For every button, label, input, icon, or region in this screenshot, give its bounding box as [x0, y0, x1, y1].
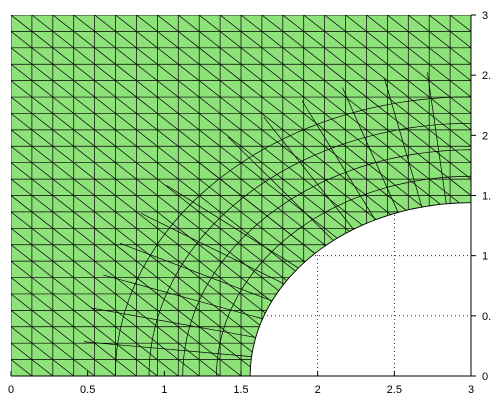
y-tick-label: 0: [482, 371, 488, 383]
mesh-edge: [11, 15, 95, 376]
mesh-edge: [11, 15, 221, 376]
mesh-edge: [94, 15, 471, 376]
mesh-edge: [11, 15, 158, 376]
mesh-edge: [91, 307, 256, 338]
mesh-edge: [103, 274, 263, 320]
y-axis-ticks: 0 0. 1 1. 2 2. 3: [471, 10, 491, 383]
mesh-edge: [182, 149, 471, 376]
mesh-edge: [141, 213, 285, 285]
y-tick-label: 2.: [482, 70, 491, 82]
mesh-edge: [115, 15, 471, 376]
mesh-edge: [114, 96, 471, 376]
mesh-edge: [227, 136, 334, 241]
y-tick-label: 1: [482, 251, 488, 263]
mesh-edge: [83, 341, 252, 357]
mesh-edge: [11, 15, 263, 376]
mesh-edge: [157, 15, 471, 376]
hole-boundary: [249, 202, 472, 377]
mesh-edge: [219, 15, 471, 376]
mesh-edge: [178, 15, 471, 376]
y-tick-label: 3: [482, 10, 488, 22]
y-tick-label: 0.: [482, 311, 491, 323]
mesh-edge: [216, 175, 471, 376]
mesh-edge: [148, 122, 471, 376]
mesh-edge: [11, 15, 325, 376]
mesh-edge: [11, 15, 304, 376]
x-axis-ticks: 0 0.5 1 1.5 2 2.5 3: [8, 371, 474, 396]
mesh-edge: [136, 15, 471, 376]
x-tick-label: 2: [315, 384, 321, 396]
mesh-edge: [11, 15, 200, 376]
mesh-edge: [263, 116, 354, 230]
mesh-edge: [342, 87, 399, 213]
mesh-edge: [119, 243, 273, 302]
mesh-edge: [11, 15, 12, 376]
mesh-edge: [11, 15, 284, 376]
mesh-edge: [427, 72, 447, 204]
y-tick-label: 2: [482, 130, 488, 142]
x-tick-label: 1: [161, 384, 167, 396]
mesh-edge: [366, 15, 471, 376]
x-tick-label: 2.5: [387, 384, 402, 396]
y-tick-label: 1.: [482, 191, 491, 203]
x-tick-label: 3: [468, 384, 474, 396]
mesh-edge: [282, 15, 471, 376]
mesh-edge: [11, 15, 116, 376]
mesh-edge: [261, 15, 471, 376]
mesh-edge: [324, 15, 471, 376]
mesh: [11, 15, 472, 377]
mesh-edge: [198, 15, 471, 376]
mesh-edge: [11, 15, 137, 376]
mesh-edge: [345, 15, 471, 376]
mesh-edge: [166, 185, 299, 269]
mesh-edge: [240, 15, 471, 376]
mesh-edge: [387, 15, 471, 376]
x-tick-label: 0: [8, 384, 14, 396]
mesh-edge: [383, 77, 423, 208]
hole-grid-lines: [250, 202, 471, 376]
mesh-edge: [301, 100, 376, 221]
mesh-edge: [11, 15, 179, 376]
hole-dotted-grid: [250, 202, 471, 376]
mesh-edge: [303, 15, 471, 376]
mesh-edge: [11, 15, 242, 376]
mesh-edge: [195, 159, 316, 254]
x-tick-label: 0.5: [80, 384, 95, 396]
x-tick-label: 1.5: [233, 384, 248, 396]
